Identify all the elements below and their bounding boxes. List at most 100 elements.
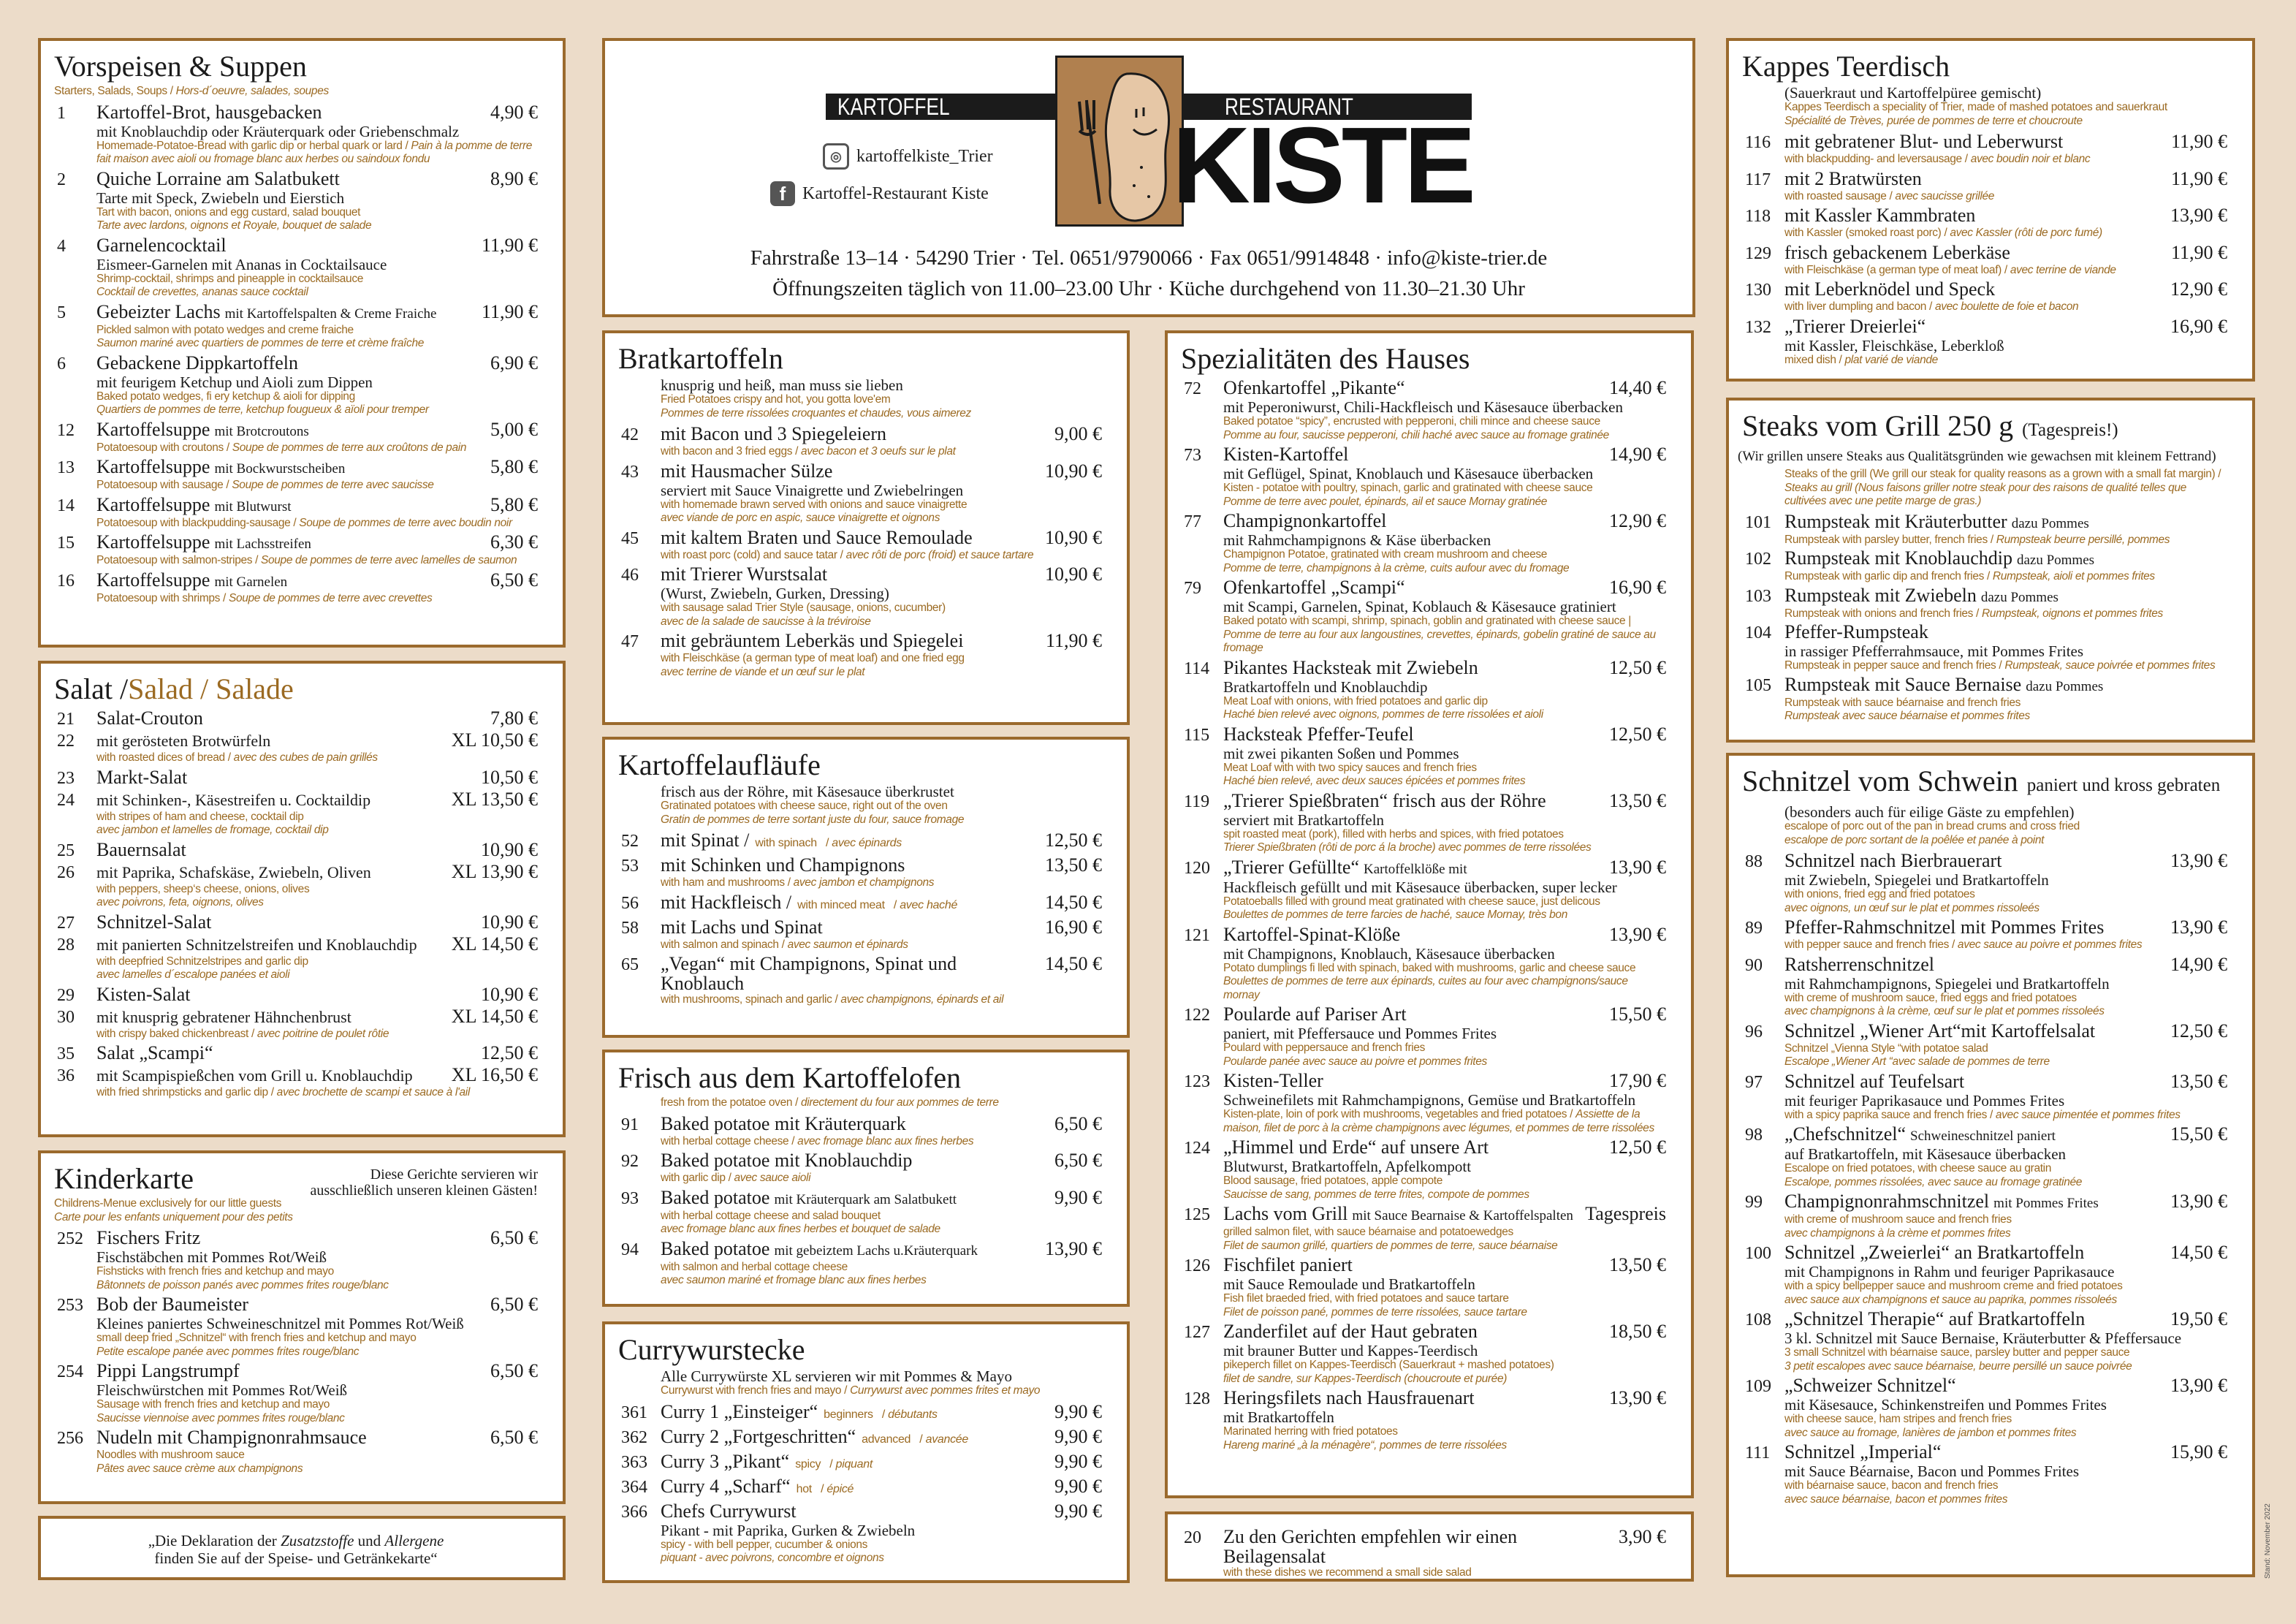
- menu-item: 92 Baked potatoe mit Knoblauchdip 6,50 € wi…: [618, 1150, 1102, 1185]
- english-text: small deep fried „Schnitzel“ with french…: [96, 1332, 417, 1344]
- item-price: 6,50 €: [1054, 1112, 1102, 1134]
- english-text: with salmon and herbal cottage cheese: [661, 1260, 848, 1273]
- item-number: 126: [1184, 1256, 1210, 1275]
- section-title: Kinderkarte Diese Gerichte servieren wir …: [54, 1162, 538, 1199]
- german-description: frisch aus der Röhre, mit Käsesauce über…: [661, 783, 954, 800]
- item-price: 9,90 €: [1054, 1425, 1102, 1447]
- item-name-suffix: dazu Pommes: [1980, 589, 2059, 605]
- item-row: 65 „Vegan“ mit Champignons, Spinat und Kn…: [618, 953, 1102, 993]
- english-text: Rumpsteak with onions and french fries: [1784, 607, 1974, 620]
- french-text: Pomme au four, saucisse pepperoni, chili…: [1223, 428, 1609, 441]
- english-text: Rumpsteak with garlic dip and french fri…: [1784, 570, 1985, 583]
- item-name-text: Schnitzel „Zweierlei“ an Bratkartoffeln: [1784, 1242, 2085, 1263]
- french-text: Soupe de pommes de terre avec boudin noi…: [299, 516, 512, 529]
- separator: /: [725, 1172, 734, 1184]
- menu-item: 118 mit Kassler Kammbraten 13,90 € with Kas…: [1742, 205, 2227, 240]
- german-description: mit feuriger Paprikasauce und Pommes Fri…: [1784, 1091, 2065, 1109]
- item-description: mit Sauce Remoulade und Bratkartoffeln Fi…: [1223, 1276, 1666, 1319]
- item-name: mit Kassler Kammbraten: [1784, 205, 2164, 225]
- item-price: 7,80 €: [490, 707, 538, 729]
- item-price: 10,90 €: [1045, 526, 1102, 548]
- item-row: 45 mit kaltem Braten und Sauce Remoulade 1…: [618, 527, 1102, 549]
- item-name-text: „Trierer Gefüllte“: [1223, 856, 1360, 878]
- item-description: mit Scampi, Garnelen, Spinat, Koblauch &…: [1223, 599, 1666, 656]
- item-price: 12,50 €: [1609, 656, 1666, 678]
- german-description: Schweinefilets mit Rahmchampignons, Gemü…: [1223, 1091, 1636, 1109]
- english-tag: spicy: [795, 1457, 821, 1471]
- item-number: 52: [621, 832, 639, 851]
- item-description: Potatoesoup with sausage / Soupe de pomm…: [96, 479, 538, 493]
- item-row: 120 „Trierer Gefüllte“ Kartoffelklöße mit 1…: [1181, 857, 1666, 879]
- item-description: Fleischwürstchen mit Pommes Rot/Weiß Saus…: [96, 1382, 538, 1425]
- item-number: 43: [621, 462, 639, 482]
- item-name-text: Rumpsteak mit Knoblauchdip: [1784, 547, 2012, 569]
- item-number: 97: [1745, 1072, 1763, 1092]
- item-number: 104: [1745, 623, 1771, 642]
- item-name-suffix: mit Kartoffelspalten & Creme Fraiche: [224, 306, 437, 322]
- item-description: with roasted sausage / avec saucisse gri…: [1784, 190, 2227, 204]
- translation-line: with mushrooms, spinach and garlic / ave…: [661, 993, 1102, 1007]
- separator: /: [1987, 1108, 1996, 1121]
- item-name: frisch gebackenem Leberkäse: [1784, 243, 2165, 262]
- item-name-text: mit Lachs und Spinat: [661, 916, 823, 938]
- item-name: Champignonkartoffel: [1223, 511, 1603, 531]
- menu-item: 101 Rumpsteak mit Kräuterbutter dazu Pomme…: [1742, 512, 2227, 547]
- french-text: avec viande de porc en aspic, sauce vina…: [661, 512, 940, 524]
- item-xl-price: XL 14,50 €: [451, 933, 538, 955]
- item-name: mit Hausmacher Sülze: [661, 461, 1039, 481]
- item-number: 91: [621, 1115, 639, 1134]
- item-description: Tarte mit Speck, Zwiebeln und Eierstich T…: [96, 190, 538, 233]
- item-price: 10,90 €: [481, 983, 538, 1005]
- item-price: 6,90 €: [490, 352, 538, 373]
- item-description: Schweinefilets mit Rahmchampignons, Gemü…: [1223, 1092, 1666, 1135]
- french-text: Boulettes de pommes de terre aux épinard…: [1223, 975, 1628, 1001]
- item-name-text: Gebackene Dippkartoffeln: [96, 352, 299, 373]
- separator: /: [1987, 533, 1996, 546]
- item-number: 125: [1184, 1205, 1210, 1224]
- item-number: 254: [57, 1362, 83, 1381]
- separator: /: [2215, 468, 2221, 480]
- item-number: 103: [1745, 586, 1771, 606]
- item-number: 26: [57, 862, 75, 882]
- menu-item: 77 Champignonkartoffel 12,90 € mit Rahmcham…: [1181, 510, 1666, 575]
- item-name-suffix: mit Blutwurst: [214, 498, 292, 515]
- english-text: spicy - with bell pepper, cucumber & oni…: [661, 1538, 868, 1551]
- english-text: spit roasted meat (pork), filled with he…: [1223, 827, 1564, 841]
- item-description: serviert mit Bratkartoffeln spit roasted …: [1223, 812, 1666, 855]
- menu-item: 361 Curry 1 „Einsteiger“ beginners / début…: [618, 1401, 1102, 1424]
- item-name-text: Rumpsteak mit Zwiebeln: [1784, 584, 1977, 606]
- french-text: Rumpsteak, sauce poivrée et pommes frite…: [2004, 659, 2216, 672]
- item-name: Poularde auf Pariser Art: [1223, 1004, 1603, 1024]
- french-text: directement du four aux pommes de terre: [800, 1096, 999, 1109]
- item-description: mit Sauce Béarnaise, Bacon und Pommes Fr…: [1784, 1463, 2227, 1506]
- german-description: mit Knoblauchdip oder Kräuterquark oder …: [96, 122, 460, 140]
- item-row: 99 Champignonrahmschnitzel mit Pommes Frit…: [1742, 1191, 2227, 1213]
- translation-line: Rumpsteak in pepper sauce and french fri…: [1784, 659, 2227, 673]
- allergen-notice: „Die Deklaration der Zusatzstoffe und Al…: [38, 1516, 566, 1580]
- menu-item: 58 mit Lachs und Spinat 16,90 € with salmon…: [618, 917, 1102, 952]
- translation-line: Steaks of the grill (We grill our steak …: [1784, 468, 2227, 509]
- item-description: Noodles with mushroom sauce Pâtes avec sa…: [96, 1449, 538, 1476]
- translation-line: Currywurst with french fries and mayo / …: [661, 1384, 1102, 1398]
- item-row: 125 Lachs vom Grill mit Sauce Bearnaise & …: [1181, 1203, 1666, 1226]
- potato-mascot-icon: [1078, 72, 1171, 222]
- french-text: Saucisse viennoise avec pommes frites ro…: [96, 1411, 345, 1424]
- menu-item: 56 mit Hackfleisch / with minced meat / av…: [618, 892, 1102, 915]
- item-name: Baked potatoe mit Kräuterquark am Salatbu…: [661, 1188, 1049, 1210]
- item-name-text: mit Bacon und 3 Spiegeleiern: [661, 423, 887, 444]
- item-name: Baked potatoe mit Knoblauchdip: [661, 1150, 1049, 1170]
- separator: /: [1961, 153, 1971, 165]
- translation-line: Potatoesoup with blackpudding-sausage / …: [96, 517, 538, 531]
- item-number: 99: [1745, 1193, 1763, 1212]
- english-text: with these dishes we recommend a small s…: [1223, 1566, 1472, 1579]
- french-text: Soupe de pommes de terre avec lamelles d…: [261, 554, 517, 566]
- item-name: Kartoffelsuppe mit Blutwurst: [96, 495, 484, 517]
- section-title-text: Bratkartoffeln: [618, 342, 783, 375]
- item-number: 25: [57, 841, 75, 860]
- item-number: 364: [621, 1477, 647, 1497]
- item-row: 1 Kartoffel-Brot, hausgebacken 4,90 €: [54, 102, 538, 124]
- item-row: 53 mit Schinken und Champignons 13,50 €: [618, 854, 1102, 876]
- menu-item: 73 Kisten-Kartoffel 14,90 € mit Geflügel, S…: [1181, 444, 1666, 509]
- menu-item: 121 Kartoffel-Spinat-Klöße 13,90 € mit Cham…: [1181, 924, 1666, 1003]
- section-currywurstecke: Currywurstecke Alle Currywürste XL servie…: [602, 1321, 1130, 1583]
